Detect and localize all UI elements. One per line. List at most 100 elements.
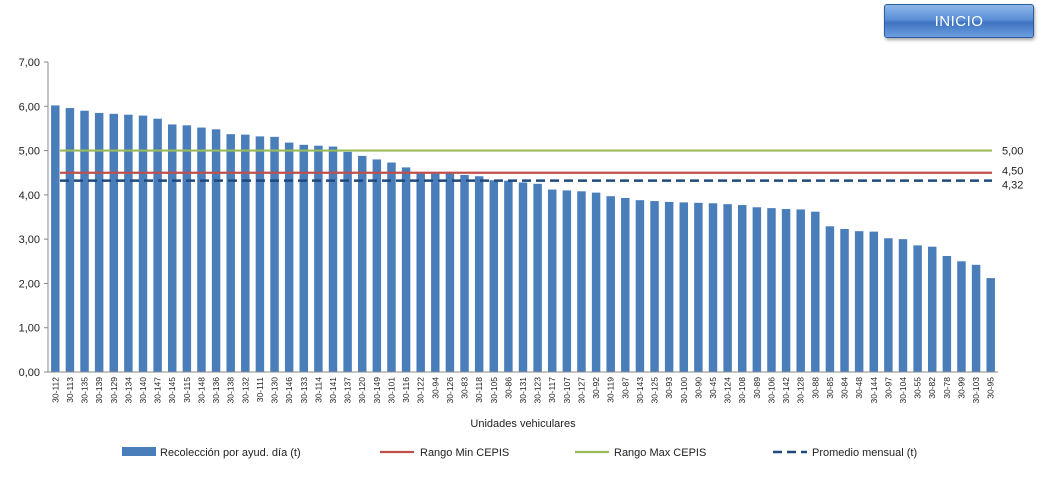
x-tick-label: 30-112 (50, 377, 60, 403)
bar (694, 202, 703, 372)
bar (138, 115, 148, 372)
bar (255, 136, 265, 372)
bar (314, 145, 323, 372)
x-tick-label: 30-116 (401, 377, 411, 403)
bar (153, 118, 162, 372)
legend-swatch-bars (122, 447, 156, 456)
x-tick-label: 30-130 (270, 377, 280, 404)
bar (825, 226, 835, 372)
x-tick-label: 30-119 (606, 377, 616, 403)
bar (80, 110, 89, 372)
bar (898, 239, 908, 372)
x-tick-label: 30-145 (167, 377, 177, 404)
legend-label: Promedio mensual (t) (812, 447, 917, 459)
bar (167, 124, 177, 372)
x-tick-label: 30-83 (460, 377, 470, 399)
x-tick-label: 30-97 (883, 377, 893, 399)
x-tick-label: 30-148 (196, 377, 206, 404)
x-tick-label: 30-92 (591, 377, 601, 399)
inicio-button[interactable]: INICIO (884, 4, 1034, 38)
x-tick-label: 30-55 (913, 377, 923, 399)
bar (109, 113, 119, 373)
x-tick-label: 30-45 (708, 377, 718, 399)
x-tick-label: 30-146 (284, 377, 294, 404)
bar (957, 261, 966, 372)
x-tick-label: 30-107 (562, 377, 572, 404)
bar (547, 189, 557, 372)
bar (94, 112, 104, 372)
x-tick-label: 30-106 (766, 377, 776, 404)
x-tick-label: 30-85 (825, 377, 835, 399)
bar (226, 134, 235, 372)
y-axis: 0,00 1,00 2,00 3,00 4,00 5,00 6,00 7,00 (19, 57, 49, 379)
x-tick-label: 30-124 (723, 377, 733, 404)
y-tick-label: 1,00 (19, 323, 40, 335)
bar (51, 105, 60, 373)
x-tick-label: 30-86 (503, 377, 513, 399)
x-tick-label: 30-94 (430, 377, 440, 399)
bar (328, 146, 338, 372)
y-tick-label: 6,00 (19, 101, 40, 113)
x-tick-label: 30-149 (372, 377, 382, 404)
bar (913, 245, 922, 372)
bar (591, 192, 601, 372)
y-tick-label: 5,00 (19, 146, 40, 158)
bar (474, 176, 484, 372)
x-tick-label: 30-134 (123, 377, 133, 404)
x-tick-label: 30-88 (810, 377, 820, 399)
x-axis: 30-112 30-113 30-135 30-139 30-129 30-134 30-1… (48, 371, 998, 404)
x-tick-label: 30-131 (518, 377, 528, 404)
x-tick-label: 30-103 (971, 377, 981, 404)
bar (577, 191, 586, 372)
bar (737, 205, 747, 372)
x-tick-label: 30-140 (138, 377, 148, 404)
bar (489, 180, 499, 372)
x-tick-label: 30-135 (80, 377, 90, 404)
legend: Recolección por ayud. día (t) Rango Min C… (122, 447, 917, 459)
y-tick-label: 7,00 (19, 57, 40, 69)
legend-label: Recolección por ayud. día (t) (160, 447, 301, 459)
bar (65, 108, 75, 373)
bar (679, 202, 689, 372)
bar (781, 209, 791, 372)
x-tick-label: 30-129 (109, 377, 119, 404)
x-tick-label: 30-122 (416, 377, 426, 404)
x-tick-label: 30-123 (533, 377, 543, 404)
bar (518, 182, 528, 372)
x-tick-label: 30-120 (357, 377, 367, 404)
x-tick-label: 30-48 (854, 377, 864, 399)
x-tick-label: 30-87 (620, 377, 630, 399)
x-tick-label: 30-84 (840, 377, 850, 399)
x-tick-label: 30-90 (693, 377, 703, 399)
bar (357, 155, 367, 372)
bar (942, 255, 952, 372)
x-tick-label: 30-127 (576, 377, 586, 404)
bar (445, 173, 455, 372)
bar (533, 183, 542, 372)
x-tick-label: 30-133 (299, 377, 309, 404)
bar (840, 228, 849, 372)
reference-line-label: 4,32 (1002, 180, 1023, 192)
x-tick-label: 30-99 (956, 377, 966, 399)
bar (723, 204, 732, 372)
bar (460, 174, 469, 372)
bar (387, 162, 396, 372)
bar (270, 136, 279, 372)
x-tick-label: 30-104 (898, 377, 908, 404)
bar (124, 114, 133, 372)
bar (635, 200, 645, 372)
bar (372, 159, 382, 372)
x-tick-label: 30-89 (752, 377, 762, 399)
x-axis-title: Unidades vehiculares (470, 418, 576, 430)
x-tick-label: 30-95 (986, 377, 996, 399)
bar (854, 231, 864, 372)
bar (796, 209, 805, 372)
bar (401, 167, 411, 372)
x-tick-label: 30-82 (927, 377, 937, 399)
x-tick-label: 30-132 (240, 377, 250, 404)
bar (927, 246, 937, 372)
bar (606, 196, 615, 372)
bar (621, 197, 630, 372)
bar (986, 278, 995, 372)
